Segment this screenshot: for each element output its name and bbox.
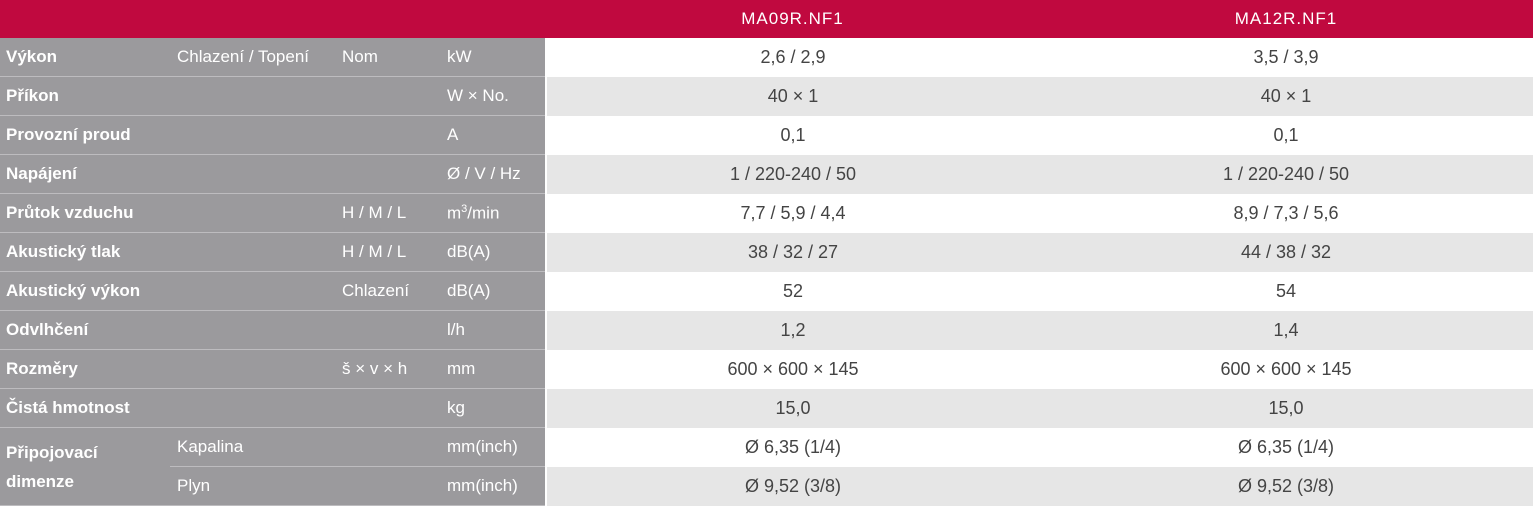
value-model-2: 3,5 / 3,9 xyxy=(1039,38,1533,77)
row-mode xyxy=(170,271,335,311)
row-unit: mm(inch) xyxy=(440,427,546,467)
row-nom: Nom xyxy=(335,38,440,77)
row-label: Čistá hmotnost xyxy=(0,388,170,428)
row-mode: Chlazení / Topení xyxy=(170,38,335,77)
row-unit: mm(inch) xyxy=(440,466,546,506)
row-akusticky-vykon: Akustický výkon Chlazení dB(A) 52 54 xyxy=(0,271,1533,311)
row-nom: H / M / L xyxy=(335,193,440,233)
unit-rest: /min xyxy=(467,203,500,223)
row-label: Akustický tlak xyxy=(0,232,170,272)
row-unit: W × No. xyxy=(440,76,546,116)
value-model-1: 0,1 xyxy=(545,115,1039,155)
model-header-2: MA12R.NF1 xyxy=(1039,0,1533,38)
row-nom: Chlazení xyxy=(335,271,440,311)
row-unit: kW xyxy=(440,38,546,77)
value-model-2: Ø 9,52 (3/8) xyxy=(1039,466,1533,506)
value-model-2: 1,4 xyxy=(1039,310,1533,350)
row-unit: dB(A) xyxy=(440,271,546,311)
row-nom xyxy=(335,427,440,467)
unit-exponent: 3 xyxy=(461,202,468,215)
value-model-2: 1 / 220-240 / 50 xyxy=(1039,154,1533,194)
value-model-1: 600 × 600 × 145 xyxy=(545,349,1039,389)
value-model-1: Ø 9,52 (3/8) xyxy=(545,466,1039,506)
value-model-1: 1,2 xyxy=(545,310,1039,350)
row-unit: m3/min xyxy=(440,193,546,233)
row-mode xyxy=(170,76,335,116)
row-nom xyxy=(335,115,440,155)
row-nom xyxy=(335,310,440,350)
row-nom: š × v × h xyxy=(335,349,440,389)
row-cista-hmotnost: Čistá hmotnost kg 15,0 15,0 xyxy=(0,388,1533,428)
row-provozni-proud: Provozní proud A 0,1 0,1 xyxy=(0,115,1533,155)
row-mode xyxy=(170,349,335,389)
row-label: Napájení xyxy=(0,154,170,194)
row-label: Výkon xyxy=(0,38,170,77)
row-napajeni: Napájení Ø / V / Hz 1 / 220-240 / 50 1 /… xyxy=(0,154,1533,194)
row-unit: l/h xyxy=(440,310,546,350)
row-vykon: Výkon Chlazení / Topení Nom kW 2,6 / 2,9… xyxy=(0,38,1533,77)
row-label: Rozměry xyxy=(0,349,170,389)
value-model-2: 40 × 1 xyxy=(1039,76,1533,116)
value-model-1: 15,0 xyxy=(545,388,1039,428)
row-unit: mm xyxy=(440,349,546,389)
row-rozmery: Rozměry š × v × h mm 600 × 600 × 145 600… xyxy=(0,349,1533,389)
row-mode xyxy=(170,115,335,155)
row-unit: kg xyxy=(440,388,546,428)
value-model-1: 2,6 / 2,9 xyxy=(545,38,1039,77)
row-label: Příkon xyxy=(0,76,170,116)
row-nom xyxy=(335,76,440,116)
row-nom xyxy=(335,466,440,506)
row-nom xyxy=(335,154,440,194)
row-prikon: Příkon W × No. 40 × 1 40 × 1 xyxy=(0,76,1533,116)
value-model-1: 40 × 1 xyxy=(545,76,1039,116)
row-label-multiline: Připojovací dimenze xyxy=(0,427,170,506)
row-mode xyxy=(170,232,335,272)
row-akusticky-tlak: Akustický tlak H / M / L dB(A) 38 / 32 /… xyxy=(0,232,1533,272)
row-pripojovaci-plyn: Plyn mm(inch) Ø 9,52 (3/8) Ø 9,52 (3/8) xyxy=(0,466,1533,506)
header-row: MA09R.NF1 MA12R.NF1 xyxy=(0,0,1533,38)
row-label: Průtok vzduchu xyxy=(0,193,170,233)
unit-base: m xyxy=(447,203,462,223)
value-model-1: 38 / 32 / 27 xyxy=(545,232,1039,272)
value-model-2: 44 / 38 / 32 xyxy=(1039,232,1533,272)
header-blank xyxy=(0,0,546,38)
row-label: Provozní proud xyxy=(0,115,170,155)
value-model-2: 54 xyxy=(1039,271,1533,311)
row-mode xyxy=(170,154,335,194)
row-nom xyxy=(335,388,440,428)
value-model-2: 15,0 xyxy=(1039,388,1533,428)
label-line-1: Připojovací xyxy=(6,442,98,462)
row-mode: Kapalina xyxy=(170,427,335,467)
row-odvlhceni: Odvlhčení l/h 1,2 1,4 xyxy=(0,310,1533,350)
row-unit: dB(A) xyxy=(440,232,546,272)
row-pripojovaci-kapalina: Připojovací dimenze Kapalina mm(inch) Ø 6… xyxy=(0,427,1533,506)
row-nom: H / M / L xyxy=(335,232,440,272)
value-model-2: Ø 6,35 (1/4) xyxy=(1039,427,1533,467)
row-mode: Plyn xyxy=(170,466,335,506)
value-model-1: Ø 6,35 (1/4) xyxy=(545,427,1039,467)
value-model-1: 52 xyxy=(545,271,1039,311)
row-unit: Ø / V / Hz xyxy=(440,154,546,194)
row-label: Akustický výkon xyxy=(0,271,170,311)
model-header-1: MA09R.NF1 xyxy=(546,0,1039,38)
row-mode xyxy=(170,388,335,428)
value-model-1: 7,7 / 5,9 / 4,4 xyxy=(545,193,1039,233)
value-model-2: 0,1 xyxy=(1039,115,1533,155)
value-model-2: 8,9 / 7,3 / 5,6 xyxy=(1039,193,1533,233)
row-mode xyxy=(170,310,335,350)
value-model-1: 1 / 220-240 / 50 xyxy=(545,154,1039,194)
row-label: Odvlhčení xyxy=(0,310,170,350)
label-line-2: dimenze xyxy=(6,471,75,491)
value-model-2: 600 × 600 × 145 xyxy=(1039,349,1533,389)
row-prutok-vzduchu: Průtok vzduchu H / M / L m3/min 7,7 / 5,… xyxy=(0,193,1533,233)
row-unit: A xyxy=(440,115,546,155)
row-mode xyxy=(170,193,335,233)
